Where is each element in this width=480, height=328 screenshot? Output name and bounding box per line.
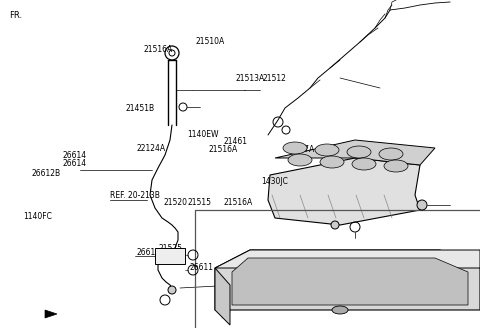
Text: 1430JC: 1430JC — [262, 176, 288, 186]
Polygon shape — [45, 310, 57, 318]
Text: REF. 20-213B: REF. 20-213B — [110, 191, 160, 200]
Ellipse shape — [347, 146, 371, 158]
Text: 21520: 21520 — [163, 197, 187, 207]
Bar — [195, 210, 480, 328]
Ellipse shape — [320, 156, 344, 168]
Ellipse shape — [283, 142, 307, 154]
Ellipse shape — [417, 200, 427, 210]
Polygon shape — [268, 158, 420, 225]
Ellipse shape — [332, 306, 348, 314]
Ellipse shape — [315, 144, 339, 156]
Text: 21510A: 21510A — [196, 37, 225, 47]
Text: 21451B: 21451B — [126, 104, 155, 113]
Text: 21516A: 21516A — [223, 197, 252, 207]
Text: 21512: 21512 — [262, 74, 286, 83]
Ellipse shape — [331, 221, 339, 229]
Polygon shape — [215, 268, 230, 325]
Text: FR.: FR. — [10, 11, 23, 20]
Polygon shape — [215, 250, 480, 310]
Text: 22124A: 22124A — [137, 144, 166, 153]
Ellipse shape — [168, 286, 176, 294]
Polygon shape — [232, 258, 468, 305]
Text: 1140EW: 1140EW — [187, 130, 219, 139]
Ellipse shape — [379, 148, 403, 160]
Text: 26615: 26615 — [137, 248, 161, 257]
Polygon shape — [275, 140, 435, 165]
Ellipse shape — [384, 160, 408, 172]
Text: 21516A: 21516A — [143, 45, 172, 54]
Text: 21517A: 21517A — [286, 145, 315, 154]
Bar — [155, 248, 185, 264]
Text: 21461: 21461 — [223, 136, 247, 146]
Text: 1140FC: 1140FC — [23, 212, 52, 221]
Text: 21525: 21525 — [158, 244, 182, 253]
Text: 21513A: 21513A — [235, 74, 264, 83]
Text: 26614: 26614 — [62, 158, 86, 168]
Text: 21515: 21515 — [187, 197, 211, 207]
Text: REF 20-211B: REF 20-211B — [271, 276, 320, 285]
Text: 26611: 26611 — [190, 263, 214, 272]
Text: 26612B: 26612B — [31, 169, 60, 178]
Polygon shape — [215, 250, 480, 268]
Ellipse shape — [288, 154, 312, 166]
Ellipse shape — [352, 158, 376, 170]
Text: 26614: 26614 — [62, 151, 86, 160]
Text: 21516A: 21516A — [209, 145, 238, 154]
